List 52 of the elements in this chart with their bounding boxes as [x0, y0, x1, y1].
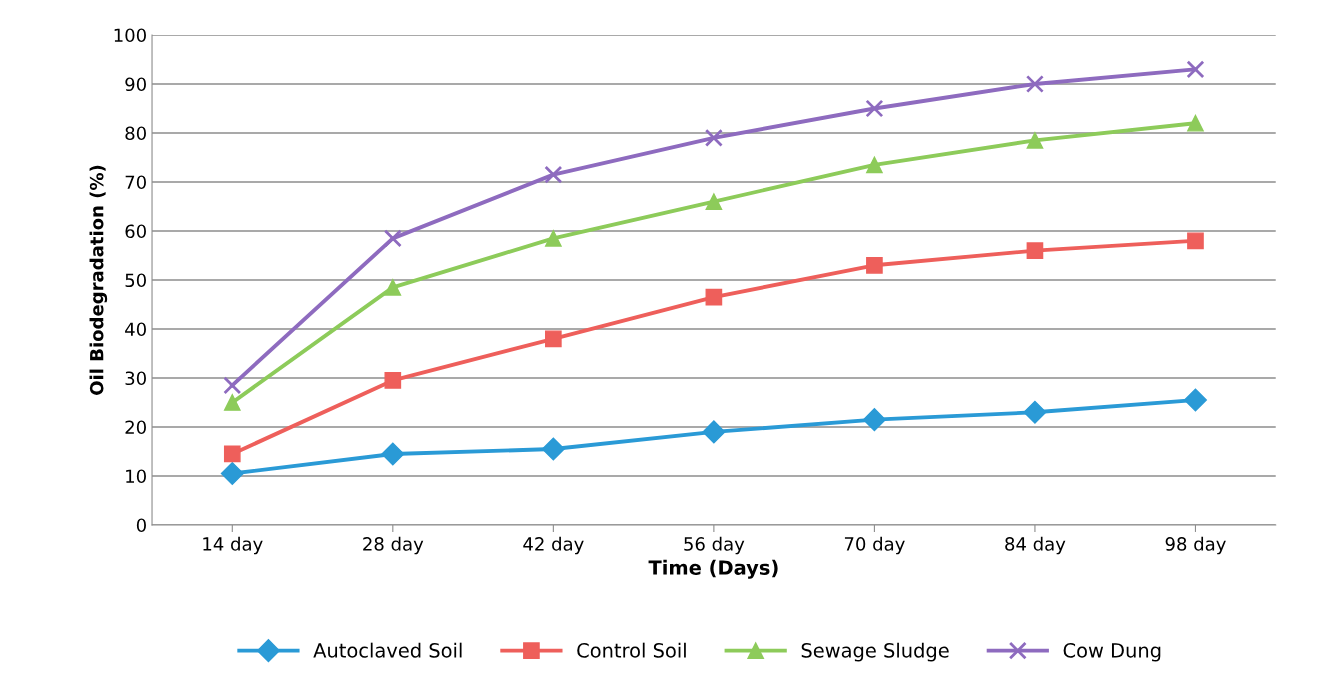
- x-axis-title: Time (Days): [648, 559, 778, 579]
- y-tick-label: 100: [114, 28, 146, 43]
- y-tick-label: 0: [136, 518, 146, 533]
- x-tick-label: 84 day: [1005, 536, 1066, 555]
- point: [223, 376, 242, 395]
- point: [220, 462, 244, 486]
- y-tick-label: 80: [125, 126, 146, 141]
- y-tick-label: 70: [125, 175, 146, 190]
- point: [1186, 60, 1205, 79]
- y-tick-label: 30: [125, 371, 146, 386]
- point: [1023, 400, 1047, 424]
- point: [1183, 388, 1207, 412]
- point: [1026, 242, 1044, 259]
- point: [866, 256, 883, 274]
- point: [1026, 132, 1044, 149]
- y-tick-label: 60: [125, 224, 146, 239]
- point: [704, 128, 723, 147]
- point: [541, 437, 565, 461]
- point: [545, 230, 562, 247]
- y-axis-title: Oil Biodegradation (%): [89, 165, 108, 395]
- point: [705, 288, 723, 306]
- point: [545, 330, 562, 348]
- point: [384, 372, 402, 389]
- point: [223, 394, 241, 411]
- point: [1187, 114, 1204, 132]
- point: [381, 442, 405, 466]
- legend-label: Cow Dung: [1063, 643, 1161, 662]
- x-tick-label: 56 day: [684, 536, 745, 555]
- legend-label: Autoclaved Soil: [313, 642, 462, 658]
- point: [223, 445, 241, 463]
- point: [384, 279, 402, 296]
- y-tick-label: 20: [125, 420, 146, 435]
- point: [862, 408, 886, 432]
- y-tick-label: 90: [125, 77, 146, 92]
- point: [383, 229, 402, 248]
- point: [1025, 74, 1044, 94]
- y-tick-label: 50: [125, 273, 146, 288]
- y-tick-label: 40: [125, 322, 146, 337]
- point: [865, 99, 884, 118]
- legend-label: Control Soil: [577, 642, 686, 658]
- point: [866, 156, 883, 174]
- point: [705, 193, 723, 210]
- x-tick-label: 28 day: [363, 536, 424, 555]
- x-tick-label: 42 day: [523, 536, 584, 555]
- x-tick-label: 98 day: [1165, 536, 1226, 555]
- point: [544, 165, 563, 184]
- y-tick-label: 10: [126, 469, 146, 484]
- x-tick-label: 14 day: [203, 536, 263, 555]
- legend-label: Sewage Sludge: [801, 642, 949, 662]
- x-tick-label: 70 day: [844, 536, 905, 555]
- point: [1187, 232, 1204, 250]
- point: [702, 420, 726, 444]
